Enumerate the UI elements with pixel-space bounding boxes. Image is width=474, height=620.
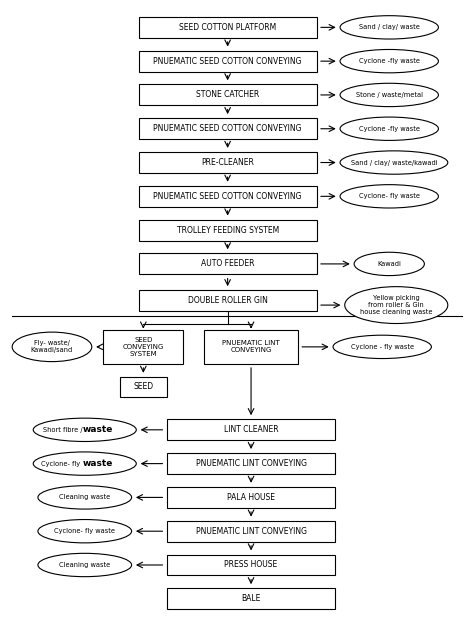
Text: AUTO FEEDER: AUTO FEEDER [201,259,255,268]
Ellipse shape [340,16,438,39]
FancyBboxPatch shape [138,219,317,241]
FancyBboxPatch shape [138,17,317,38]
Ellipse shape [38,485,132,509]
FancyBboxPatch shape [167,453,336,474]
Text: PRE-CLEANER: PRE-CLEANER [201,158,254,167]
Text: Fly- waste/
Kawadi/sand: Fly- waste/ Kawadi/sand [31,340,73,353]
Text: Cleaning waste: Cleaning waste [59,494,110,500]
Text: Cyclone -fly waste: Cyclone -fly waste [359,126,420,131]
Text: TROLLEY FEEDING SYSTEM: TROLLEY FEEDING SYSTEM [176,226,279,234]
Text: PNUEMATIC LINT
CONVEYING: PNUEMATIC LINT CONVEYING [222,340,280,353]
Text: Stone / waste/metal: Stone / waste/metal [356,92,423,98]
Ellipse shape [38,553,132,577]
Text: SEED COTTON PLATFORM: SEED COTTON PLATFORM [179,23,276,32]
Ellipse shape [340,117,438,140]
Text: BALE: BALE [241,595,261,603]
Text: DOUBLE ROLLER GIN: DOUBLE ROLLER GIN [188,296,267,305]
Text: Sand / clay/ waste/kawadi: Sand / clay/ waste/kawadi [351,159,437,166]
FancyBboxPatch shape [138,290,317,311]
Text: Kawadi: Kawadi [377,261,401,267]
Ellipse shape [340,151,448,174]
Ellipse shape [340,83,438,107]
Text: Cyclone- fly waste: Cyclone- fly waste [54,528,115,534]
Ellipse shape [33,452,137,476]
Text: PALA HOUSE: PALA HOUSE [227,493,275,502]
Ellipse shape [340,50,438,73]
Text: waste: waste [83,459,113,468]
Text: PRESS HOUSE: PRESS HOUSE [224,560,278,570]
FancyBboxPatch shape [138,84,317,105]
Text: Short fibre /: Short fibre / [43,427,82,433]
Ellipse shape [12,332,92,361]
Text: Cyclone -fly waste: Cyclone -fly waste [359,58,420,64]
FancyBboxPatch shape [138,51,317,71]
Text: STONE CATCHER: STONE CATCHER [196,91,259,99]
Text: SEED: SEED [133,383,154,391]
Text: PNUEMATIC SEED COTTON CONVEYING: PNUEMATIC SEED COTTON CONVEYING [154,124,302,133]
Text: PNUEMATIC SEED COTTON CONVEYING: PNUEMATIC SEED COTTON CONVEYING [154,192,302,201]
Ellipse shape [354,252,424,276]
Text: SEED
CONVEYING
SYSTEM: SEED CONVEYING SYSTEM [123,337,164,357]
Text: Cyclone- fly: Cyclone- fly [41,461,82,467]
Text: PNUEMATIC LINT CONVEYING: PNUEMATIC LINT CONVEYING [196,527,307,536]
FancyBboxPatch shape [167,487,336,508]
FancyBboxPatch shape [138,254,317,275]
FancyBboxPatch shape [167,521,336,542]
Text: Cyclone - fly waste: Cyclone - fly waste [351,344,414,350]
Text: Yellow picking
from roller & Gin
house cleaning waste: Yellow picking from roller & Gin house c… [360,295,432,315]
Text: PNUEMATIC SEED COTTON CONVEYING: PNUEMATIC SEED COTTON CONVEYING [154,56,302,66]
Ellipse shape [333,335,431,358]
Text: Cleaning waste: Cleaning waste [59,562,110,568]
Text: LINT CLEANER: LINT CLEANER [224,425,278,435]
FancyBboxPatch shape [167,554,336,575]
FancyBboxPatch shape [138,152,317,173]
Text: Cyclone- fly waste: Cyclone- fly waste [359,193,420,199]
Text: Sand / clay/ waste: Sand / clay/ waste [359,24,419,30]
FancyBboxPatch shape [103,330,183,364]
Text: waste: waste [83,425,113,435]
Ellipse shape [38,520,132,543]
FancyBboxPatch shape [167,588,336,609]
Ellipse shape [340,185,438,208]
FancyBboxPatch shape [138,186,317,207]
FancyBboxPatch shape [204,330,298,364]
Ellipse shape [345,286,448,324]
FancyBboxPatch shape [138,118,317,139]
Text: PNUEMATIC LINT CONVEYING: PNUEMATIC LINT CONVEYING [196,459,307,468]
FancyBboxPatch shape [120,377,167,397]
FancyBboxPatch shape [167,419,336,440]
Ellipse shape [33,418,137,441]
